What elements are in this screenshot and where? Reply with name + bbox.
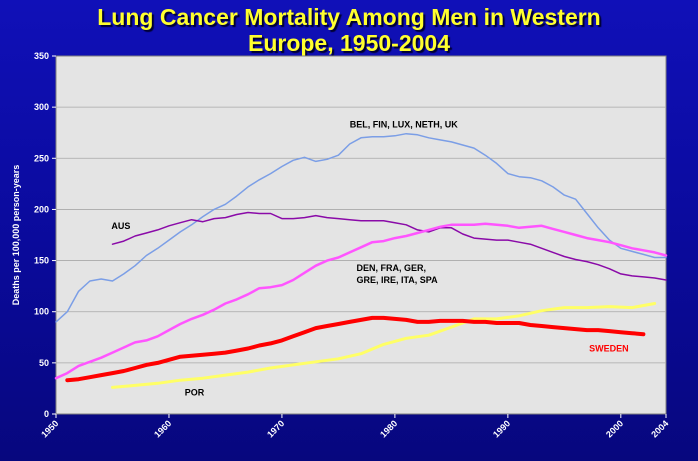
x-tick-label-2004: 2004 [649,418,670,439]
series-line-1 [111,211,667,281]
y-tick-label-0: 0 [44,409,49,419]
series-layer [54,132,668,389]
y-tick-label-350: 350 [34,51,49,61]
annotation-por: POR [185,388,205,398]
series-line-3 [111,302,657,389]
y-tick-label-150: 150 [34,256,49,266]
chart-title-line-2: Europe, 1950-2004 [247,30,450,56]
series-line-4 [65,315,646,383]
chart-title: Lung Cancer Mortality Among Men in Weste… [0,4,698,56]
y-tick-label-200: 200 [34,204,49,214]
x-tick-label-2000: 2000 [604,418,625,439]
x-axis-ticks: 1950 1960 1970 1980 1990 2000 2004 [39,414,670,440]
annotation-sweden: SWEDEN [589,344,629,354]
y-tick-label-250: 250 [34,153,49,163]
x-tick-label-1950: 1950 [39,418,60,439]
x-tick-label-1970: 1970 [265,418,286,439]
gridlines [56,106,666,364]
annotation-den1: DEN, FRA, GER, [356,263,426,273]
x-tick-label-1990: 1990 [491,418,512,439]
y-axis-ticks: 0 50 100 150 200 250 300 350 [34,51,56,419]
series-line-0 [55,132,667,323]
y-tick-label-300: 300 [34,102,49,112]
chart-title-line-1: Lung Cancer Mortality Among Men in Weste… [97,4,601,30]
x-tick-label-1980: 1980 [378,418,399,439]
y-axis-label: Deaths per 100,000 person-years [11,165,21,306]
series-line-2 [54,222,668,380]
annotation-bel: BEL, FIN, LUX, NETH, UK [350,120,459,130]
annotation-aus: AUS [111,221,130,231]
y-tick-label-100: 100 [34,307,49,317]
series-annotations: BEL, FIN, LUX, NETH, UK AUS DEN, FRA, GER,… [111,120,628,398]
annotation-den2: GRE, IRE, ITA, SPA [356,275,438,285]
x-tick-label-1960: 1960 [152,418,173,439]
y-tick-label-50: 50 [39,358,49,368]
